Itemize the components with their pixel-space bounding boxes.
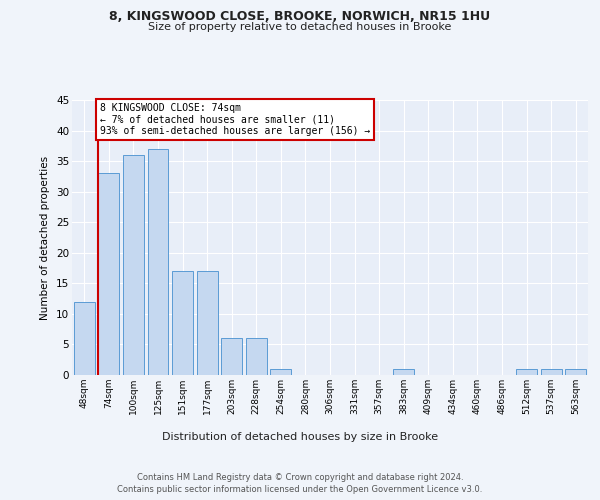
Bar: [565, 369, 586, 375]
Bar: [221, 338, 242, 375]
Bar: [393, 369, 414, 375]
Text: Contains HM Land Registry data © Crown copyright and database right 2024.
Contai: Contains HM Land Registry data © Crown c…: [118, 472, 482, 494]
Text: Size of property relative to detached houses in Brooke: Size of property relative to detached ho…: [148, 22, 452, 32]
Bar: [172, 271, 193, 375]
Bar: [516, 369, 537, 375]
Y-axis label: Number of detached properties: Number of detached properties: [40, 156, 50, 320]
Bar: [246, 338, 267, 375]
Bar: [98, 174, 119, 375]
Bar: [541, 369, 562, 375]
Bar: [148, 149, 169, 375]
Bar: [271, 369, 292, 375]
Text: 8 KINGSWOOD CLOSE: 74sqm
← 7% of detached houses are smaller (11)
93% of semi-de: 8 KINGSWOOD CLOSE: 74sqm ← 7% of detache…: [100, 103, 370, 136]
Bar: [197, 271, 218, 375]
Text: 8, KINGSWOOD CLOSE, BROOKE, NORWICH, NR15 1HU: 8, KINGSWOOD CLOSE, BROOKE, NORWICH, NR1…: [109, 10, 491, 23]
Bar: [74, 302, 95, 375]
Bar: [123, 155, 144, 375]
Text: Distribution of detached houses by size in Brooke: Distribution of detached houses by size …: [162, 432, 438, 442]
